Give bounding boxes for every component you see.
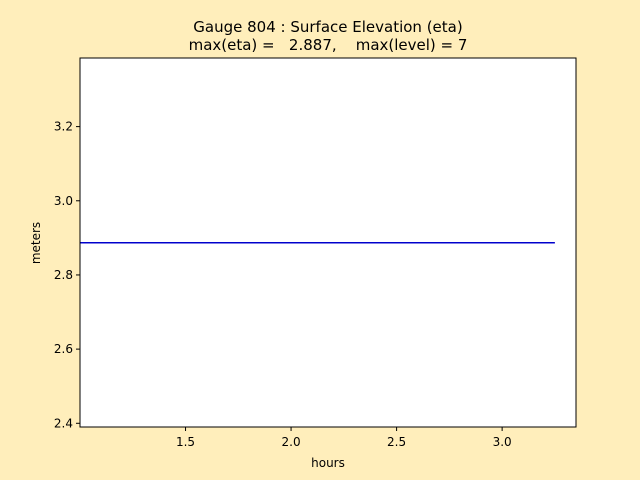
x-axis-ticks: 1.5 2.0 2.5 3.0 <box>176 427 512 449</box>
y-tick-label: 2.8 <box>54 268 73 282</box>
plot-frame <box>79 57 577 428</box>
y-tick-label: 2.6 <box>54 342 73 356</box>
y-axis-ticks: 2.4 2.6 2.8 3.0 3.2 <box>54 120 80 430</box>
chart-title-line2: max(eta) = 2.887, max(level) = 7 <box>189 36 468 54</box>
x-tick-label: 3.0 <box>493 435 512 449</box>
y-tick-label: 2.4 <box>54 416 73 430</box>
chart-title-line1: Gauge 804 : Surface Elevation (eta) <box>193 18 462 36</box>
y-tick-label: 3.2 <box>54 120 73 134</box>
x-tick-label: 2.5 <box>387 435 406 449</box>
y-axis-label: meters <box>29 222 43 264</box>
x-tick-label: 1.5 <box>176 435 195 449</box>
y-tick-label: 3.0 <box>54 194 73 208</box>
x-axis-label: hours <box>311 456 345 470</box>
x-tick-label: 2.0 <box>282 435 301 449</box>
